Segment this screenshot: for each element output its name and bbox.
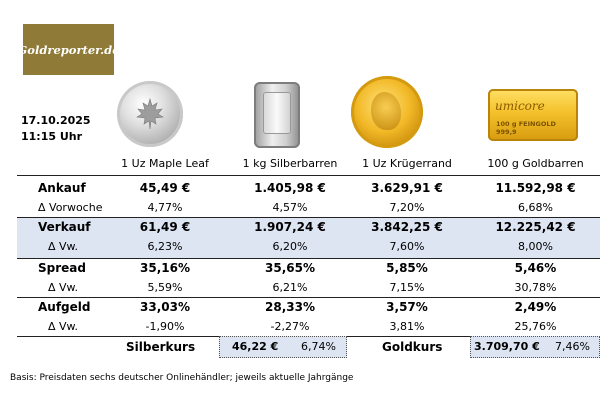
table-cell: 5,59%	[147, 281, 183, 294]
row-label-verkauf-delta: Δ Vw.	[48, 240, 79, 253]
table-cell: 11.592,98 €	[495, 181, 576, 195]
table-cell: 7,20%	[389, 201, 425, 214]
table-cell: 8,00%	[518, 240, 553, 253]
row-label-ankauf: Ankauf	[38, 181, 86, 195]
table-cell: 6,68%	[518, 201, 553, 214]
table-cell: 6,23%	[147, 240, 183, 253]
table-cell: 2,49%	[514, 300, 557, 314]
table-divider	[17, 175, 600, 176]
table-cell: 33,03%	[140, 300, 190, 314]
silberkurs-value: 46,22 €	[232, 340, 279, 353]
table-cell: 7,60%	[389, 240, 425, 253]
table-cell: 3.629,91 €	[371, 181, 443, 195]
table-divider	[17, 297, 600, 298]
table-cell: 30,78%	[514, 281, 557, 294]
table-cell: 4,77%	[147, 201, 183, 214]
table-cell: -1,90%	[145, 320, 185, 333]
table-cell: 28,33%	[265, 300, 315, 314]
table-cell: 3.842,25 €	[371, 220, 443, 234]
column-header-silver-bar: 1 kg Silberbarren	[242, 157, 338, 170]
gold-bar-image: umicore 100 g FEINGOLD 999,9	[488, 89, 578, 141]
goldkurs-box	[470, 336, 600, 358]
silver-bar-image	[254, 82, 300, 148]
goldkurs-value: 3.709,70 €	[474, 340, 540, 353]
goldkurs-change: 7,46%	[555, 340, 590, 353]
maple-leaf-icon	[136, 97, 164, 130]
table-cell: 45,49 €	[139, 181, 191, 195]
row-label-verkauf: Verkauf	[38, 220, 91, 234]
table-cell: 35,65%	[265, 261, 315, 275]
table-cell: 61,49 €	[139, 220, 191, 234]
table-cell: 12.225,42 €	[495, 220, 576, 234]
row-label-spread: Spread	[38, 261, 86, 275]
silberkurs-change: 6,74%	[301, 340, 336, 353]
table-cell: 6,20%	[272, 240, 308, 253]
column-header-gold-bar: 100 g Goldbarren	[487, 157, 584, 170]
time-label: 11:15 Uhr	[21, 130, 83, 143]
table-cell: 25,76%	[514, 320, 557, 333]
row-label-aufgeld: Aufgeld	[38, 300, 91, 314]
table-divider	[17, 217, 600, 218]
table-cell: 1.907,24 €	[254, 220, 326, 234]
kruegerrand-coin-image	[351, 76, 423, 148]
date-label: 17.10.2025	[21, 114, 91, 127]
table-cell: 5,85%	[386, 261, 428, 275]
table-cell: 5,46%	[514, 261, 557, 275]
row-label-ankauf-delta: Δ Vorwoche	[38, 201, 103, 214]
column-header-maple-leaf: 1 Uz Maple Leaf	[121, 157, 209, 170]
logo-text: Goldreporter.de	[17, 42, 120, 57]
logo: Goldreporter.de	[17, 24, 120, 75]
maple-leaf-coin-image	[117, 81, 183, 147]
table-cell: -2,27%	[270, 320, 310, 333]
row-label-aufgeld-delta: Δ Vw.	[48, 320, 79, 333]
table-cell: 4,57%	[272, 201, 308, 214]
gold-bar-engraving: 100 g FEINGOLD 999,9	[496, 120, 556, 136]
silberkurs-box	[219, 336, 347, 358]
table-cell: 1.405,98 €	[254, 181, 326, 195]
footnote: Basis: Preisdaten sechs deutscher Online…	[10, 373, 354, 383]
verkauf-highlight-band	[17, 217, 600, 258]
table-cell: 6,21%	[272, 281, 308, 294]
table-divider	[17, 258, 600, 259]
column-header-kruegerrand: 1 Uz Krügerrand	[362, 157, 452, 170]
table-cell: 35,16%	[140, 261, 190, 275]
silberkurs-label: Silberkurs	[126, 340, 196, 354]
table-cell: 7,15%	[389, 281, 425, 294]
row-label-spread-delta: Δ Vw.	[48, 281, 79, 294]
gold-bar-brand: umicore	[495, 99, 545, 113]
goldkurs-label: Goldkurs	[382, 340, 443, 354]
table-cell: 3,57%	[386, 300, 428, 314]
table-cell: 3,81%	[389, 320, 425, 333]
